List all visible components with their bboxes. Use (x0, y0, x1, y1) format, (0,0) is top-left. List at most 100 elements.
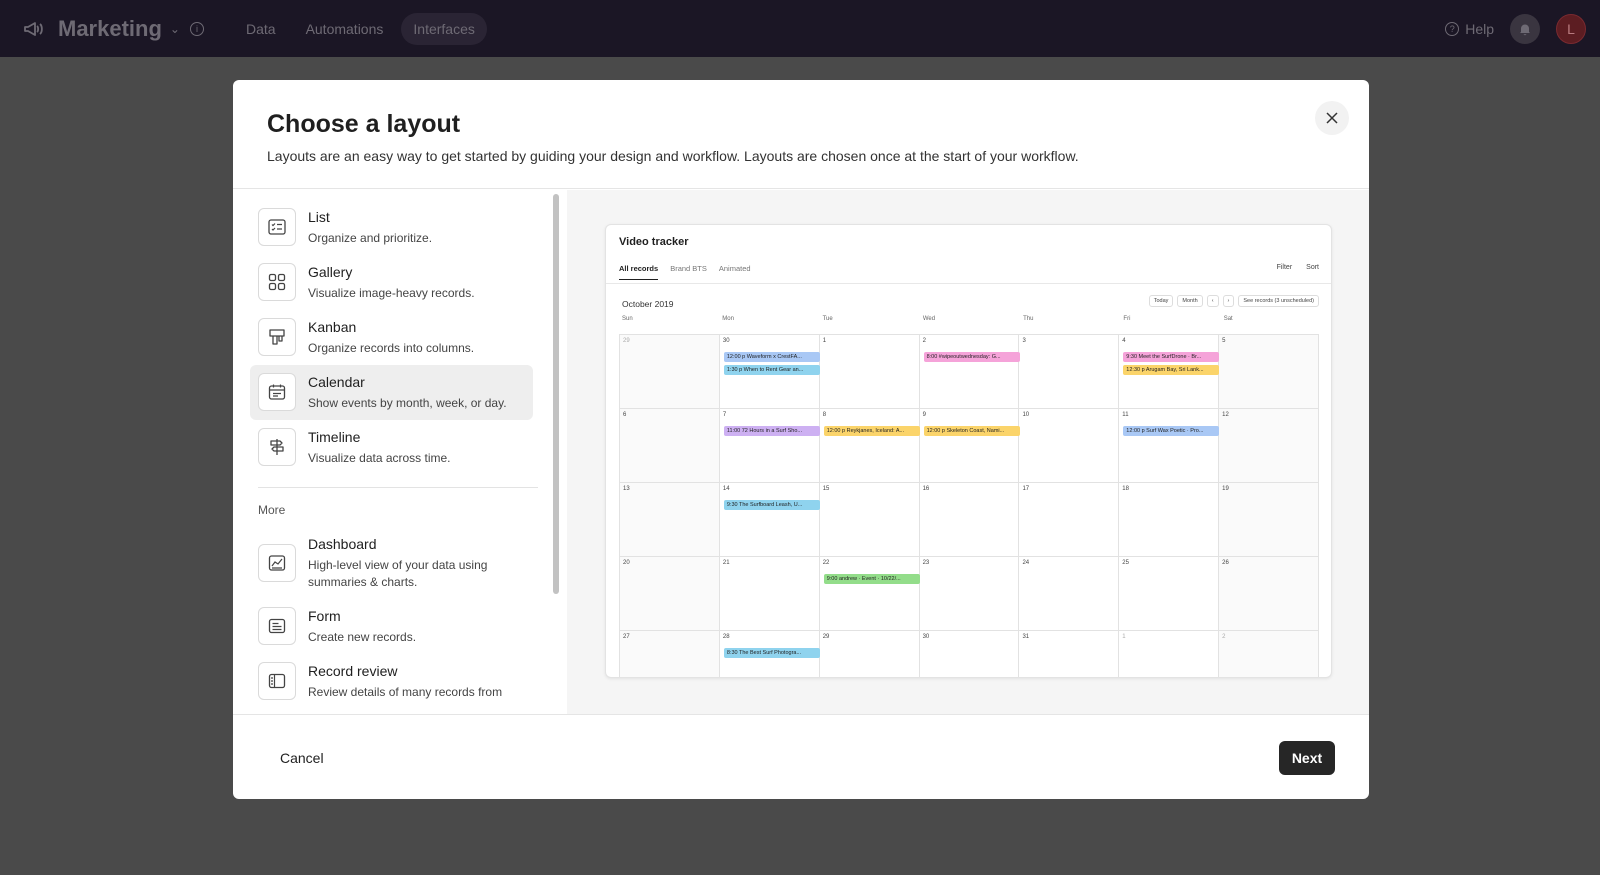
preview-day-number: 18 (1122, 486, 1129, 492)
base-title[interactable]: Marketing (58, 15, 162, 41)
next-button[interactable]: Next (1279, 741, 1335, 775)
preview-day-number: 4 (1122, 338, 1126, 344)
preview-day-number: 21 (722, 560, 730, 566)
preview-next: › (1222, 295, 1235, 307)
layout-option-calendar[interactable]: Calendar Show events by month, week, or … (250, 365, 533, 420)
preview-event: 12:00 p Skeleton Coast, Nami... (923, 426, 1020, 436)
layout-option-form[interactable]: Form Create new records. (250, 599, 533, 654)
preview-day-cell: 18 (1119, 483, 1220, 557)
preview-view: Month (1177, 295, 1203, 307)
preview-day-cell: 27 (620, 631, 720, 677)
preview-weekday: Thu (1023, 316, 1034, 322)
preview-day-cell: 11 12:00 p Surf Wax Poetic · Pro... (1119, 409, 1220, 483)
layout-desc: Show events by month, week, or day. (308, 396, 507, 410)
preview-day-cell: 21 (719, 557, 820, 631)
kanban-icon (258, 318, 296, 356)
preview-week-row: 27 28 8:30 The Best Surf Photogra... 29 30 31… (620, 631, 1320, 677)
preview-controls: Today Month ‹ › See records (3 unschedul… (1148, 295, 1319, 307)
dashboard-icon (258, 544, 296, 582)
tab-interfaces[interactable]: Interfaces (401, 12, 487, 45)
layout-option-list[interactable]: List Organize and prioritize. (250, 200, 533, 255)
top-bar: Marketing ⌄ i Data Automations Interface… (0, 0, 1600, 57)
preview-day-number: 11 (1122, 412, 1129, 418)
preview-day-number: 15 (822, 486, 830, 492)
preview-day-number: 9 (922, 412, 926, 418)
preview-day-cell: 6 (620, 409, 720, 483)
layout-option-gallery[interactable]: Gallery Visualize image-heavy records. (250, 255, 533, 310)
layout-option-timeline[interactable]: Timeline Visualize data across time. (250, 420, 533, 475)
preview-day-cell: 28 8:30 The Best Surf Photogra... (720, 631, 820, 677)
tab-automations[interactable]: Automations (305, 20, 384, 37)
preview-day-cell: 8 12:00 p Reykjanes, Iceland: A... (819, 409, 920, 483)
notifications-button[interactable] (1510, 13, 1540, 44)
preview-day-cell: 2 8:00 #wipeoutwednesday: G... (919, 335, 1020, 409)
close-button[interactable] (1315, 101, 1349, 135)
preview-weekday: Mon (722, 316, 734, 322)
layout-option-record-review[interactable]: Record review Review details of many rec… (250, 654, 533, 709)
preview-prev: ‹ (1206, 295, 1219, 307)
preview-day-cell: 14 9:30 The Surfboard Leash, U... (719, 483, 820, 557)
preview-day-number: 6 (623, 412, 627, 418)
preview-day-number: 1 (1122, 634, 1126, 640)
preview-day-number: 19 (1222, 486, 1229, 492)
preview-day-number: 14 (722, 486, 730, 492)
preview-day-cell: 1 (1119, 631, 1220, 677)
preview-event: 12:00 p Surf Wax Poetic · Pro... (1123, 426, 1220, 436)
layout-option-kanban[interactable]: Kanban Organize records into columns. (250, 310, 533, 365)
preview-day-number: 23 (922, 560, 930, 566)
preview-day-number: 7 (722, 412, 727, 418)
preview-day-cell: 29 (620, 335, 720, 409)
preview-day-cell: 1 (819, 335, 920, 409)
form-icon (258, 607, 296, 645)
calendar-icon (258, 373, 296, 411)
preview-day-number: 29 (623, 338, 630, 344)
preview-day-number: 17 (1022, 486, 1030, 492)
preview-day-number: 2 (922, 338, 926, 344)
modal-subtitle: Layouts are an easy way to get started b… (267, 148, 1079, 164)
preview-day-number: 28 (722, 634, 730, 640)
help-button[interactable]: ? Help (1445, 21, 1494, 37)
preview-day-number: 31 (1022, 634, 1030, 640)
preview-event: 12:00 p Reykjanes, Iceland: A... (823, 426, 920, 436)
preview-weekday: Fri (1123, 316, 1131, 322)
avatar[interactable]: L (1556, 13, 1586, 44)
preview-day-cell: 10 (1019, 409, 1120, 483)
info-icon[interactable]: i (189, 21, 204, 36)
megaphone-icon (24, 21, 43, 36)
help-icon: ? (1445, 21, 1460, 36)
scrollbar[interactable] (553, 194, 559, 594)
cancel-button[interactable]: Cancel (280, 750, 324, 766)
preview-day-number: 10 (1022, 412, 1030, 418)
layout-desc: Organize records into columns. (308, 341, 475, 355)
preview-day-cell: 23 (919, 557, 1020, 631)
preview-day-number: 1 (822, 338, 827, 344)
preview-day-number: 30 (922, 634, 930, 640)
layout-list-pane: List Organize and prioritize. Gallery Vi… (233, 190, 567, 714)
preview-day-number: 26 (1222, 560, 1229, 566)
layout-name: Record review (308, 663, 398, 679)
layout-name: Gallery (308, 264, 353, 280)
preview-sort: Sort (1306, 264, 1319, 271)
preview-day-number: 22 (822, 560, 830, 566)
layout-desc: Visualize image-heavy records. (308, 286, 475, 300)
layout-desc: Organize and prioritize. (308, 231, 433, 245)
choose-layout-modal: Choose a layout Layouts are an easy way … (233, 80, 1369, 799)
preview-event: 11:00 72 Hours in a Surf Sho... (723, 426, 820, 436)
tab-data[interactable]: Data (245, 20, 276, 37)
chevron-down-icon[interactable]: ⌄ (169, 21, 180, 36)
preview-week-row: 20 21 22 9:00 andrew · Event · 10/22/... 23 2… (620, 557, 1320, 631)
timeline-icon (258, 428, 296, 466)
preview-day-cell: 24 (1019, 557, 1120, 631)
preview-weekday: Sun (622, 316, 633, 322)
layout-option-dashboard[interactable]: Dashboard High-level view of your data u… (250, 527, 533, 599)
preview-day-cell: 25 (1119, 557, 1220, 631)
preview-day-cell: 7 11:00 72 Hours in a Surf Sho... (719, 409, 820, 483)
preview-day-cell: 2 (1219, 631, 1320, 677)
layout-desc: High-level view of your data using summa… (308, 558, 488, 589)
layout-desc: Visualize data across time. (308, 451, 451, 465)
record-review-icon (258, 662, 296, 700)
preview-tabs: All records Brand BTS Animated (619, 264, 751, 280)
layout-name: Kanban (308, 319, 357, 335)
preview-day-cell: 31 (1019, 631, 1120, 677)
layout-name: Dashboard (308, 536, 377, 552)
